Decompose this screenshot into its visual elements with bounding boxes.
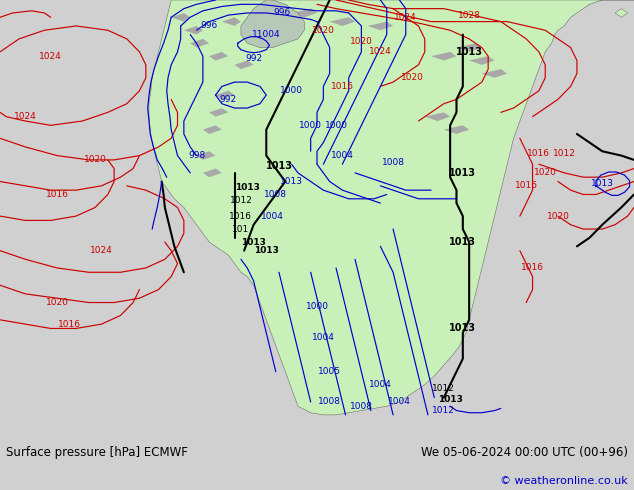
- Polygon shape: [190, 39, 209, 48]
- Text: © weatheronline.co.uk: © weatheronline.co.uk: [500, 476, 628, 487]
- Polygon shape: [615, 9, 628, 17]
- Text: 1013: 1013: [235, 183, 260, 193]
- Text: 1016: 1016: [527, 149, 550, 158]
- Text: 1012: 1012: [553, 149, 576, 158]
- Polygon shape: [184, 26, 203, 35]
- Text: 1013: 1013: [280, 177, 303, 186]
- Text: 1016: 1016: [46, 190, 68, 199]
- Text: 1000: 1000: [325, 121, 347, 130]
- Polygon shape: [431, 52, 456, 60]
- Polygon shape: [222, 17, 241, 26]
- Text: 1024: 1024: [369, 48, 392, 56]
- Polygon shape: [216, 91, 235, 99]
- Polygon shape: [171, 13, 190, 22]
- Text: 992: 992: [245, 54, 262, 63]
- Text: 1013: 1013: [450, 323, 476, 334]
- Polygon shape: [330, 17, 355, 26]
- Text: 1004: 1004: [331, 151, 354, 160]
- Text: 1012: 1012: [230, 196, 252, 205]
- Text: 1016: 1016: [58, 319, 81, 329]
- Text: 1016: 1016: [515, 181, 538, 190]
- Text: 992: 992: [219, 95, 237, 104]
- Text: 1020: 1020: [46, 298, 68, 307]
- Text: 1013: 1013: [254, 246, 279, 255]
- Text: 1013: 1013: [241, 238, 266, 246]
- Text: 1024: 1024: [394, 13, 417, 22]
- Text: 1000: 1000: [306, 302, 328, 311]
- Text: 1012: 1012: [432, 406, 455, 415]
- Text: 1024: 1024: [39, 51, 62, 61]
- Text: 1004: 1004: [369, 380, 392, 389]
- Text: 1004: 1004: [388, 397, 411, 406]
- Text: 1024: 1024: [14, 112, 37, 121]
- Text: 1020: 1020: [312, 26, 335, 35]
- Text: 1008: 1008: [264, 190, 287, 199]
- Text: 1016: 1016: [521, 264, 544, 272]
- Polygon shape: [444, 125, 469, 134]
- Text: 1005: 1005: [318, 367, 341, 376]
- Text: 1020: 1020: [350, 37, 373, 46]
- Text: 101: 101: [232, 224, 250, 234]
- Text: 1020: 1020: [534, 169, 557, 177]
- Polygon shape: [254, 30, 273, 39]
- Text: 1016: 1016: [230, 212, 252, 220]
- Polygon shape: [425, 112, 450, 121]
- Text: 1008: 1008: [382, 158, 404, 167]
- Text: 1013: 1013: [437, 395, 463, 404]
- Text: 1020: 1020: [547, 212, 569, 220]
- Text: 1020: 1020: [401, 74, 424, 82]
- Polygon shape: [241, 0, 304, 48]
- Polygon shape: [235, 60, 254, 69]
- Polygon shape: [203, 125, 222, 134]
- Text: 1008: 1008: [350, 402, 373, 411]
- Text: 998: 998: [188, 151, 205, 160]
- Text: Surface pressure [hPa] ECMWF: Surface pressure [hPa] ECMWF: [6, 446, 188, 459]
- Polygon shape: [469, 56, 495, 65]
- Text: We 05-06-2024 00:00 UTC (00+96): We 05-06-2024 00:00 UTC (00+96): [421, 446, 628, 459]
- Text: 1013: 1013: [450, 237, 476, 247]
- Polygon shape: [203, 169, 222, 177]
- Text: 1020: 1020: [84, 155, 107, 165]
- Text: 1004: 1004: [261, 212, 284, 220]
- Text: 1004: 1004: [312, 333, 335, 342]
- Text: 996: 996: [273, 8, 291, 18]
- Polygon shape: [149, 0, 634, 415]
- Text: 1000: 1000: [299, 121, 322, 130]
- Text: 1008: 1008: [318, 397, 341, 406]
- Text: 1013: 1013: [450, 168, 476, 178]
- Polygon shape: [456, 43, 482, 52]
- Polygon shape: [209, 52, 228, 60]
- Text: 1013: 1013: [456, 47, 482, 57]
- Text: 1028: 1028: [458, 11, 481, 20]
- Text: 1013: 1013: [266, 161, 292, 171]
- Polygon shape: [482, 69, 507, 78]
- Text: 11004: 11004: [252, 30, 281, 39]
- Text: 1016: 1016: [331, 82, 354, 91]
- Polygon shape: [197, 151, 216, 160]
- Polygon shape: [368, 22, 393, 30]
- Polygon shape: [209, 108, 228, 117]
- Text: 1000: 1000: [280, 86, 303, 95]
- Text: 1013: 1013: [591, 179, 614, 188]
- Text: 1012: 1012: [432, 385, 455, 393]
- Text: 996: 996: [200, 22, 218, 30]
- Polygon shape: [292, 9, 317, 17]
- Text: 1024: 1024: [90, 246, 113, 255]
